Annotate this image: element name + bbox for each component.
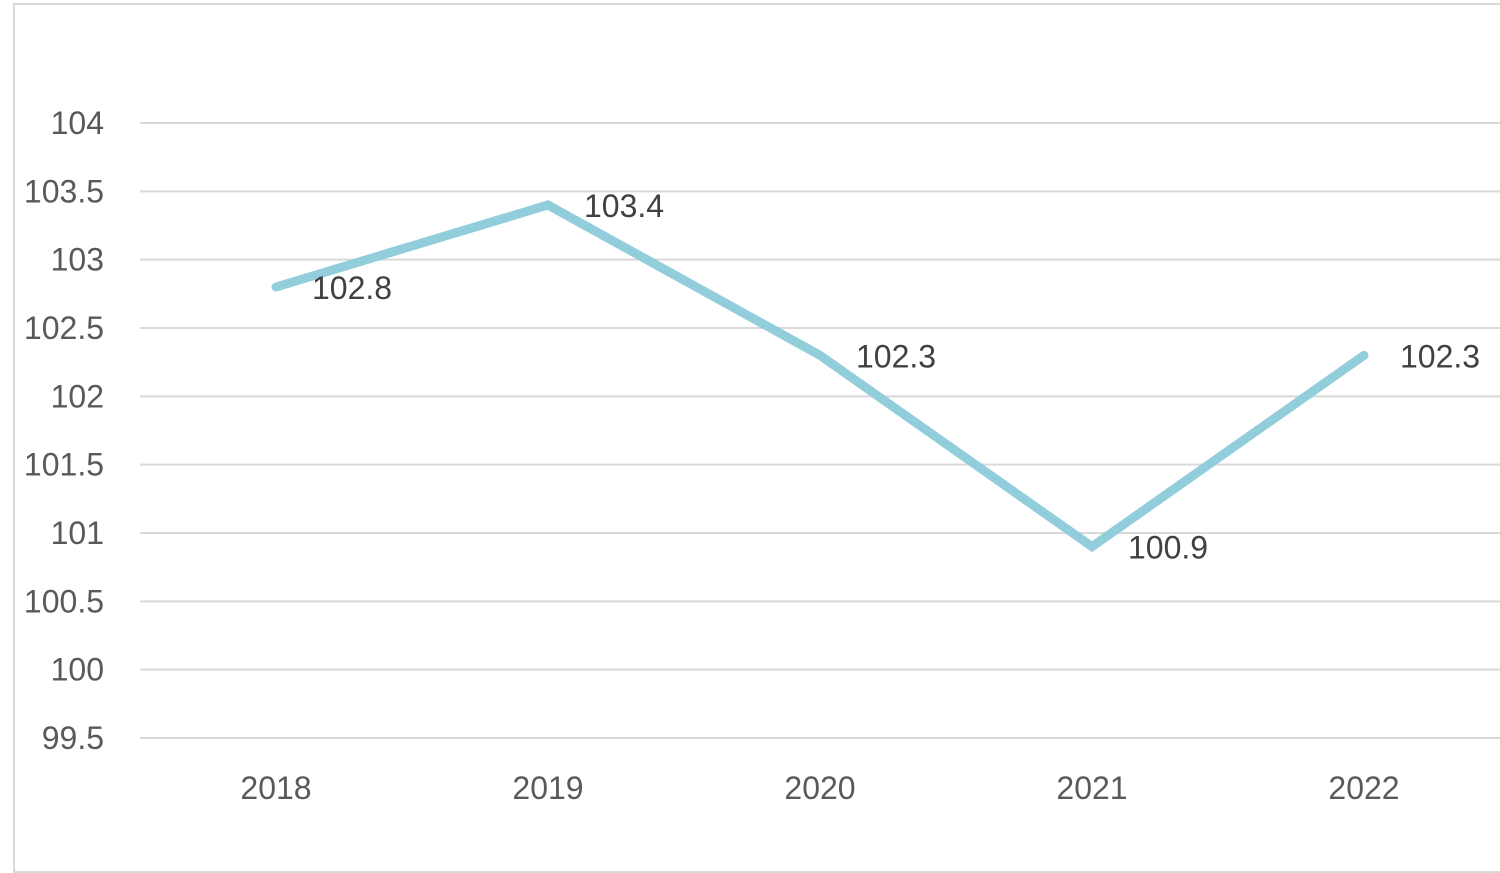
y-tick-label: 101 bbox=[51, 515, 104, 551]
y-axis-ticks: 99.5 100 100.5 101 101.5 102 102.5 103 103.5 104 bbox=[24, 105, 104, 756]
series-group bbox=[276, 205, 1364, 547]
data-label: 102.3 bbox=[1400, 338, 1480, 374]
y-tick-label: 99.5 bbox=[42, 720, 104, 756]
y-tick-label: 102.5 bbox=[24, 310, 104, 346]
x-tick-label: 2021 bbox=[1056, 770, 1127, 806]
x-axis-ticks: 2018 2019 2020 2021 2022 bbox=[240, 770, 1399, 806]
data-label: 102.8 bbox=[312, 270, 392, 306]
data-label: 103.4 bbox=[584, 188, 664, 224]
data-label: 100.9 bbox=[1128, 530, 1208, 566]
y-tick-label: 102 bbox=[51, 378, 104, 414]
y-tick-label: 101.5 bbox=[24, 447, 104, 483]
y-tick-label: 103.5 bbox=[24, 173, 104, 209]
y-tick-label: 104 bbox=[51, 105, 104, 141]
x-tick-label: 2019 bbox=[512, 770, 583, 806]
data-labels: 102.8 103.4 102.3 100.9 102.3 bbox=[312, 188, 1480, 566]
y-tick-label: 100.5 bbox=[24, 583, 104, 619]
x-tick-label: 2018 bbox=[240, 770, 311, 806]
y-tick-label: 100 bbox=[51, 652, 104, 688]
series-line bbox=[276, 205, 1364, 547]
x-tick-label: 2020 bbox=[784, 770, 855, 806]
x-tick-label: 2022 bbox=[1328, 770, 1399, 806]
data-label: 102.3 bbox=[856, 338, 936, 374]
y-tick-label: 103 bbox=[51, 242, 104, 278]
gridlines bbox=[140, 123, 1500, 738]
